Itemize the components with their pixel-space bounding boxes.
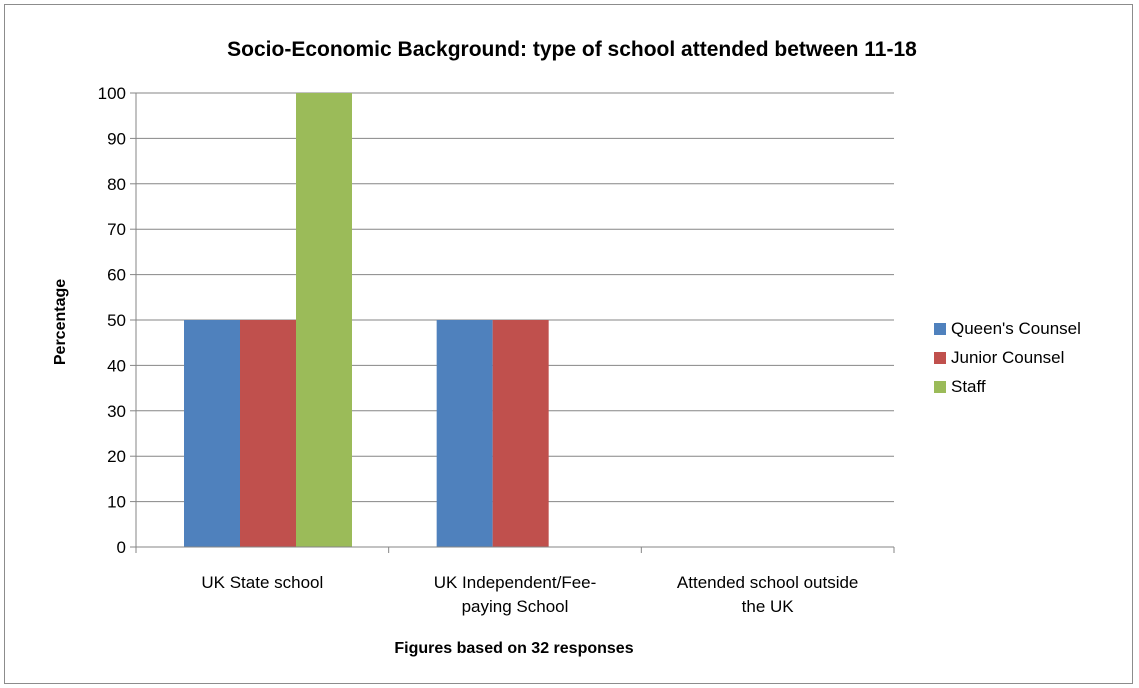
x-category-label-line: UK Independent/Fee- — [434, 573, 597, 592]
y-tick-label: 10 — [107, 493, 126, 512]
x-category-label: Attended school outside the UK — [677, 573, 858, 616]
axes — [130, 92, 895, 553]
bar — [240, 320, 296, 547]
x-category-label-line: Attended school outside — [677, 573, 858, 592]
y-tick-label: 30 — [107, 402, 126, 421]
legend-swatch — [934, 381, 946, 393]
legend-swatch — [934, 352, 946, 364]
y-tick-label: 40 — [107, 356, 126, 375]
x-category-label-line: the UK — [742, 597, 795, 616]
x-category-labels: UK State school UK Independent/Fee-paying… — [201, 573, 858, 616]
y-tick-label: 90 — [107, 129, 126, 148]
y-tick-label: 100 — [98, 84, 126, 103]
y-tick-label: 20 — [107, 447, 126, 466]
x-category-label: UK Independent/Fee-paying School — [434, 573, 597, 616]
chart-title: Socio-Economic Background: type of schoo… — [227, 38, 917, 61]
y-tick-label: 70 — [107, 220, 126, 239]
bars — [184, 93, 549, 547]
legend-label: Staff — [951, 377, 986, 396]
bar — [296, 93, 352, 547]
legend-label: Junior Counsel — [951, 348, 1064, 367]
bar — [184, 320, 240, 547]
bar — [492, 320, 549, 547]
legend: Queen's Counsel Junior Counsel Staff — [934, 319, 1081, 396]
y-tick-label: 60 — [107, 266, 126, 285]
bar — [436, 320, 493, 547]
x-axis-title: Figures based on 32 responses — [394, 640, 633, 657]
y-tick-label: 50 — [107, 311, 126, 330]
x-category-label-line: UK State school — [201, 573, 323, 592]
legend-label: Queen's Counsel — [951, 319, 1081, 338]
legend-swatch — [934, 323, 946, 335]
bar-chart: Socio-Economic Background: type of schoo… — [52, 38, 1081, 657]
y-tick-labels: 0 10 20 30 40 50 60 70 80 90 100 — [98, 84, 126, 557]
y-tick-label: 80 — [107, 175, 126, 194]
chart-frame: Socio-Economic Background: type of schoo… — [4, 4, 1133, 684]
y-tick-label: 0 — [117, 538, 126, 557]
x-category-label: UK State school — [201, 573, 323, 592]
y-axis-title: Percentage — [52, 279, 69, 365]
x-category-label-line: paying School — [462, 597, 569, 616]
